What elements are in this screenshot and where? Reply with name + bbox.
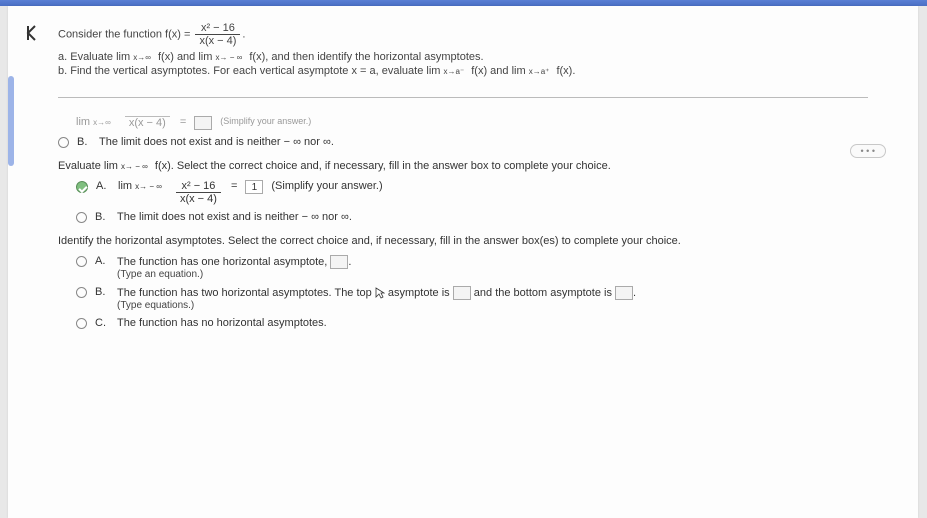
radio-hb[interactable] [76,287,87,298]
option-a2-eq: = [231,180,237,192]
problem-intro: Consider the function f(x) = x² − 16 x(x… [58,22,868,47]
evaluate-neg-inf: Evaluate lim x→ − ∞ f(x). Select the cor… [58,160,868,172]
remnant-eq: = [180,116,186,128]
horiz-option-c[interactable]: C. The function has no horizontal asympt… [76,317,868,329]
intro-denominator: x(x − 4) [195,35,240,47]
eval2-lim: lim x→ − ∞ [104,160,148,172]
content-area: Consider the function f(x) = x² − 16 x(x… [8,6,918,345]
option-a2-letter: A. [96,180,110,192]
part-a-lim1: lim x→∞ [116,51,151,63]
option-b2-text: The limit does not exist and is neither … [117,211,352,223]
horiz-a-note: (Type an equation.) [117,269,351,280]
option-a2-lim: lim x→ − ∞ [118,180,162,192]
radio-ha[interactable] [76,256,87,267]
option-a2-note: (Simplify your answer.) [271,180,382,192]
option-b2-letter: B. [95,211,109,223]
horiz-b-text2: asymptote is [388,287,450,299]
option-a2-fraction: x² − 16 x(x − 4) [176,180,221,205]
part-a-lim2: lim x→ − ∞ [198,51,242,63]
remnant-note: (Simplify your answer.) [220,116,311,126]
part-b-mid: f(x) and [471,65,508,77]
divider [58,97,868,98]
option-a2-num: x² − 16 [176,180,221,193]
eval2-fx: f(x). Select the correct choice and, if … [155,160,611,172]
cursor-icon [375,287,385,299]
option-b1[interactable]: B. The limit does not exist and is neith… [58,136,868,148]
radio-hc[interactable] [76,318,87,329]
intro-period: . [242,28,245,40]
option-a2-answer-box[interactable]: 1 [245,180,263,194]
radio-b2[interactable] [76,212,87,223]
part-b: b. Find the vertical asymptotes. For eac… [58,65,868,77]
option-a2-den: x(x − 4) [176,193,221,205]
horiz-c-letter: C. [95,317,109,329]
part-b-lim1: lim x→a⁻ [426,65,464,77]
scroll-indicator[interactable] [8,76,14,166]
horiz-a-text: The function has one horizontal asymptot… [117,256,327,268]
eval2-prefix: Evaluate [58,160,101,172]
remnant-lim-top: lim [76,116,90,128]
intro-numerator: x² − 16 [195,22,240,35]
horiz-option-a[interactable]: A. The function has one horizontal asymp… [76,255,868,280]
radio-b1[interactable] [58,137,69,148]
horiz-a-letter: A. [95,255,109,267]
horiz-b-answer-box2[interactable] [615,286,633,300]
horiz-b-answer-box1[interactable] [453,286,471,300]
back-icon[interactable] [24,24,42,42]
radio-a2-checked-icon[interactable] [76,181,88,193]
remnant-row: lim x→∞ x(x − 4) = (Simplify your answer… [76,116,868,130]
part-b-text1: b. Find the vertical asymptotes. For eac… [58,65,423,77]
part-a-lim2-bot: x→ − ∞ [215,53,242,62]
remnant-den: x(x − 4) [125,117,170,129]
intro-text: Consider the function f(x) = [58,28,190,40]
horiz-c-text: The function has no horizontal asymptote… [117,317,327,329]
part-a-fx2: f(x), and then identify the horizontal a… [249,51,483,63]
intro-fraction: x² − 16 x(x − 4) [195,22,240,47]
option-a2[interactable]: A. lim x→ − ∞ x² − 16 x(x − 4) = 1 (Simp… [76,180,868,205]
horiz-b-text3: and the bottom asymptote is [474,287,612,299]
horiz-b-letter: B. [95,286,109,298]
part-b-end: f(x). [556,65,575,77]
option-b2[interactable]: B. The limit does not exist and is neith… [76,211,868,223]
horizontal-asymptote-prompt: Identify the horizontal asymptotes. Sele… [58,235,868,247]
remnant-lim: lim x→∞ [76,116,111,128]
horiz-b-text1: The function has two horizontal asymptot… [117,287,372,299]
page-container: Consider the function f(x) = x² − 16 x(x… [8,6,918,518]
remnant-answer-box[interactable] [194,116,212,130]
option-a2-lim-top: lim [118,180,132,192]
remnant-lim-bot: x→∞ [93,118,111,127]
part-b-lim1-bot: x→a⁻ [444,67,465,76]
part-a-lim1-top: lim [116,51,130,63]
option-b1-letter: B. [77,136,91,148]
part-b-lim2: lim x→a⁺ [512,65,550,77]
part-a-prefix: a. Evaluate [58,51,113,63]
horiz-a-answer-box[interactable] [330,255,348,269]
part-a-lim2-top: lim [198,51,212,63]
eval2-lim-bot: x→ − ∞ [121,162,148,171]
part-b-lim2-top: lim [512,65,526,77]
remnant-fraction: x(x − 4) [125,116,170,129]
horiz-b-note: (Type equations.) [117,300,636,311]
part-a: a. Evaluate lim x→∞ f(x) and lim x→ − ∞ … [58,51,868,63]
eval2-lim-top: lim [104,160,118,172]
part-b-lim1-top: lim [426,65,440,77]
option-a2-lim-bot: x→ − ∞ [135,182,162,191]
more-dots-button[interactable]: • • • [850,144,886,158]
option-b1-text: The limit does not exist and is neither … [99,136,334,148]
horiz-option-b[interactable]: B. The function has two horizontal asymp… [76,286,868,311]
part-a-fx1: f(x) and [158,51,195,63]
part-b-lim2-bot: x→a⁺ [529,67,550,76]
part-a-lim1-bot: x→∞ [133,53,151,62]
